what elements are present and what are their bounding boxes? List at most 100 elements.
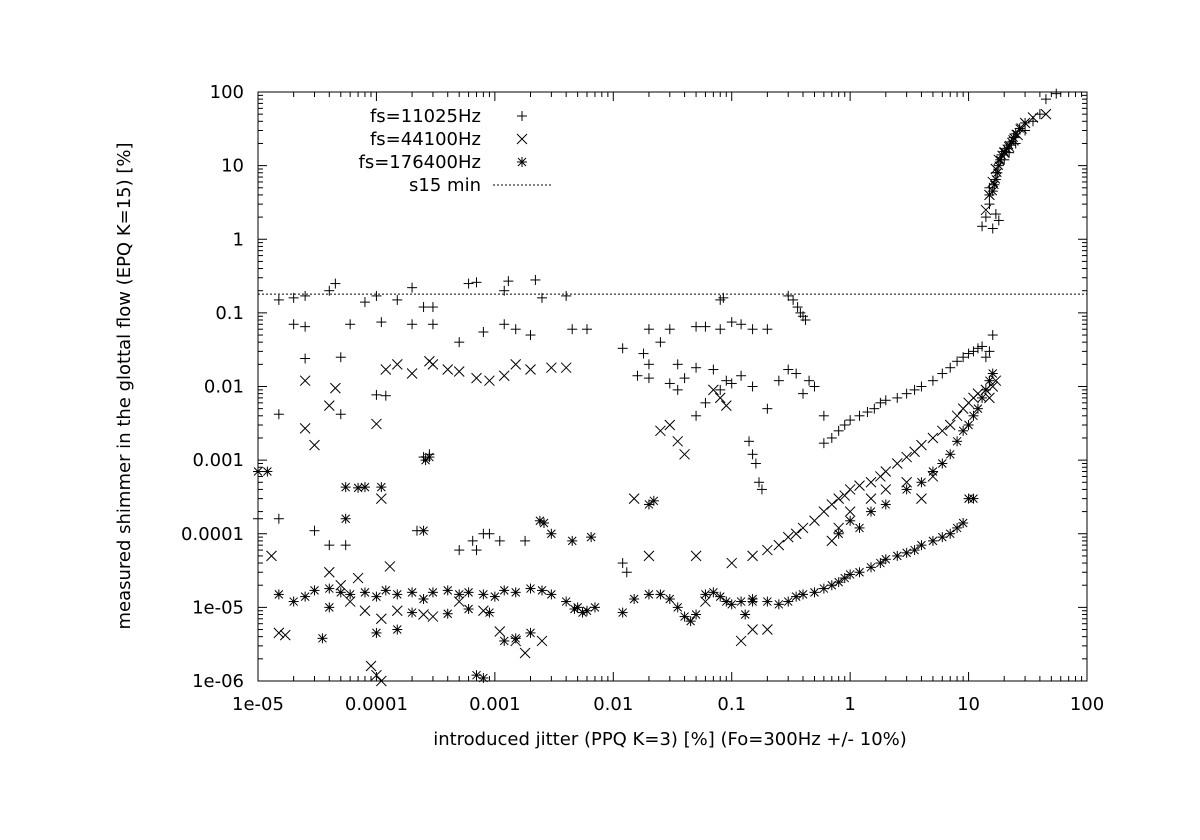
data-point-fs-176400hz — [324, 583, 335, 594]
data-point-fs-176400hz — [880, 554, 891, 565]
data-point-fs-11025hz — [536, 292, 547, 303]
x-tick-label: 0.01 — [593, 694, 633, 715]
data-point-fs-11025hz — [788, 294, 799, 305]
data-point-fs-44100hz — [833, 493, 845, 504]
data-point-fs-11025hz — [427, 302, 438, 313]
data-point-fs-44100hz — [980, 204, 992, 216]
y-tick-label: 10 — [221, 156, 244, 177]
data-point-fs-176400hz — [546, 528, 557, 539]
data-point-fs-44100hz — [747, 550, 758, 562]
data-point-fs-44100hz — [375, 675, 387, 687]
x-tick-label: 10 — [957, 694, 980, 715]
data-point-fs-176400hz — [567, 535, 578, 546]
data-point-fs-11025hz — [643, 324, 654, 335]
data-point-fs-44100hz — [380, 364, 392, 375]
data-point-fs-176400hz — [392, 589, 403, 600]
data-point-fs-176400hz — [854, 567, 865, 578]
data-point-fs-11025hz — [340, 540, 351, 551]
data-point-fs-11025hz — [300, 321, 311, 332]
data-point-fs-176400hz — [288, 596, 299, 607]
data-point-fs-176400hz — [454, 589, 465, 600]
data-point-fs-11025hz — [754, 477, 765, 488]
data-point-fs-11025hz — [993, 215, 1004, 226]
data-point-fs-11025hz — [664, 378, 675, 389]
data-point-fs-176400hz — [489, 591, 500, 602]
data-point-fs-176400hz — [691, 609, 702, 620]
data-point-fs-11025hz — [762, 324, 773, 335]
data-point-fs-44100hz — [391, 605, 403, 617]
data-point-fs-11025hz — [880, 395, 891, 406]
data-point-fs-44100hz — [371, 418, 382, 430]
data-point-fs-44100hz — [519, 647, 531, 659]
data-point-fs-176400hz — [798, 589, 809, 600]
data-point-fs-11025hz — [253, 513, 263, 524]
data-point-fs-176400hz — [478, 589, 489, 600]
data-point-fs-176400hz — [937, 532, 948, 543]
legend-label-fs-11025hz: fs=11025Hz — [370, 106, 481, 127]
data-point-fs-176400hz — [629, 593, 640, 604]
x-tick-label: 0.1 — [717, 694, 746, 715]
data-point-fs-176400hz — [892, 550, 903, 561]
data-point-fs-176400hz — [937, 458, 948, 469]
data-point-fs-11025hz — [499, 285, 510, 296]
data-point-fs-176400hz — [539, 517, 550, 528]
data-point-fs-11025hz — [798, 388, 809, 399]
data-point-fs-11025hz — [977, 221, 988, 232]
data-point-fs-11025hz — [672, 384, 683, 395]
data-point-fs-176400hz — [371, 591, 382, 602]
data-point-fs-11025hz — [972, 343, 983, 354]
x-tick-label: 1 — [844, 694, 855, 715]
data-point-fs-11025hz — [617, 343, 628, 354]
data-point-fs-11025hz — [792, 302, 803, 313]
data-point-fs-44100hz — [375, 493, 387, 504]
data-point-fs-11025hz — [833, 425, 844, 436]
data-point-fs-11025hz — [927, 375, 938, 386]
data-point-fs-11025hz — [783, 364, 794, 375]
data-point-fs-44100hz — [714, 392, 726, 404]
data-point-fs-11025hz — [958, 352, 969, 363]
data-point-fs-176400hz — [499, 585, 510, 596]
data-point-fs-44100hz — [865, 476, 877, 488]
y-tick-label: 1 — [233, 229, 244, 250]
data-point-fs-11025hz — [945, 362, 956, 373]
data-point-fs-11025hz — [773, 375, 784, 386]
data-point-fs-176400hz — [534, 515, 545, 526]
data-point-fs-11025hz — [700, 321, 711, 332]
data-point-fs-176400hz — [977, 392, 988, 403]
data-point-fs-176400hz — [353, 482, 364, 493]
data-point-fs-176400hz — [317, 633, 328, 644]
data-point-fs-11025hz — [418, 302, 429, 313]
data-point-fs-11025hz — [525, 330, 536, 341]
data-point-fs-176400hz — [561, 596, 572, 607]
data-point-fs-176400hz — [880, 499, 891, 510]
data-point-fs-11025hz — [309, 525, 320, 536]
data-point-fs-176400hz — [833, 577, 844, 588]
data-point-fs-176400hz — [968, 493, 979, 504]
data-point-fs-44100hz — [323, 566, 335, 578]
data-point-fs-44100hz — [546, 362, 557, 374]
data-point-fs-11025hz — [839, 419, 850, 430]
data-point-fs-176400hz — [463, 604, 474, 615]
data-point-fs-176400hz — [909, 545, 920, 556]
data-point-fs-11025hz — [288, 292, 299, 303]
data-point-fs-176400hz — [685, 616, 696, 627]
data-point-fs-11025hz — [288, 319, 299, 330]
data-point-fs-11025hz — [744, 436, 755, 447]
data-point-fs-11025hz — [335, 352, 346, 363]
data-point-fs-176400hz — [273, 589, 284, 600]
data-point-fs-11025hz — [791, 368, 802, 379]
data-point-fs-176400hz — [463, 587, 474, 598]
data-point-fs-44100hz — [782, 531, 794, 543]
data-point-fs-176400hz — [762, 596, 773, 607]
data-point-fs-11025hz — [638, 348, 649, 359]
data-point-fs-176400hz — [726, 599, 737, 610]
data-point-fs-44100hz — [690, 550, 702, 562]
legend-marker-fs-11025hz — [517, 111, 527, 121]
data-point-fs-11025hz — [324, 540, 335, 551]
data-point-fs-176400hz — [927, 535, 938, 546]
data-point-fs-176400hz — [643, 589, 654, 600]
data-point-fs-176400hz — [809, 587, 820, 598]
data-point-fs-11025hz — [679, 373, 690, 384]
data-point-fs-11025hz — [643, 373, 654, 384]
series-fs-176400hz — [253, 117, 1031, 683]
